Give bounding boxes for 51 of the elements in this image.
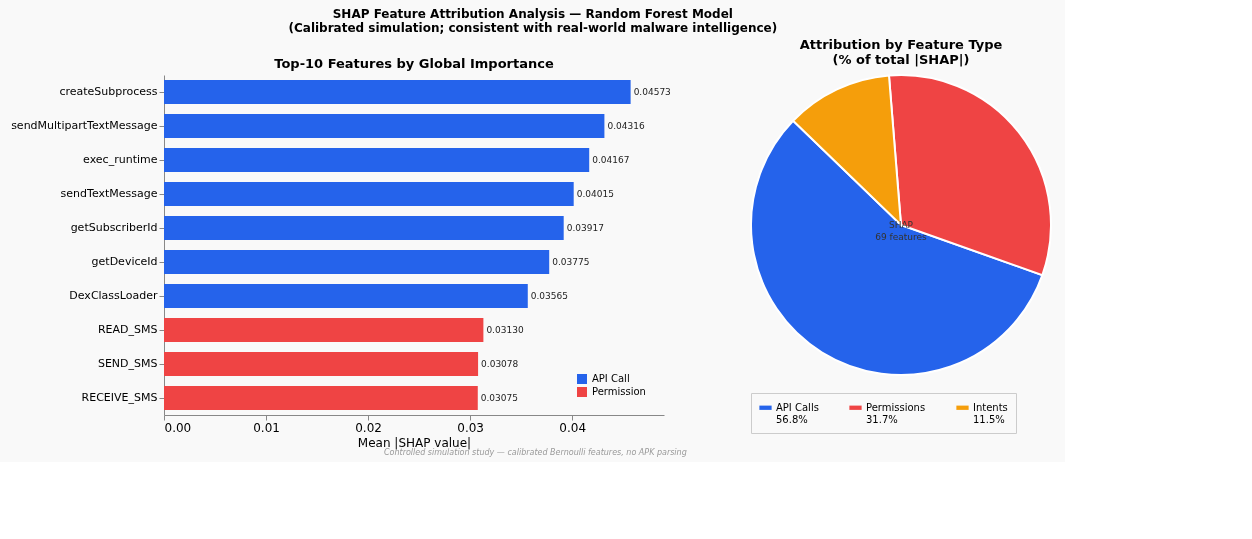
bar [164,216,564,240]
y-tick-label: getSubscriberId [70,221,158,234]
text: (Calibrated simulation; consistent with real-world malware intelligence) [288,21,778,35]
text: 0.03130 [486,325,524,335]
text: 0.04167 [592,155,630,165]
bar [164,352,479,376]
bar [164,386,478,410]
y-tick-label: DexClassLoader [69,289,158,302]
y-tick-label: SEND_SMS [97,357,158,370]
text: 69 features [875,232,928,242]
text: SHAP [888,220,914,230]
data-label: 56.8% [776,413,808,425]
text: 0.04316 [607,121,645,131]
y-tick-label: READ_SMS [97,323,158,336]
y-tick-label: RECEIVE_SMS [81,391,158,404]
y-tick-label: exec_runtime [83,153,158,166]
x-tick-label: 0.03 [457,420,484,435]
text: 0.03565 [530,291,568,301]
x-tick-label: 0.01 [253,420,280,435]
x-tick-label: 0.00 [164,420,192,435]
data-label: 11.5% [973,413,1005,425]
text: 0.03075 [480,393,518,403]
bar [164,284,528,308]
y-tick-label: sendTextMessage [60,187,158,200]
legend-label: API Call [592,373,630,384]
text: 0.03078 [481,359,519,369]
text: SHAP Feature Attribution Analysis — Random Forest Model [332,7,733,21]
chart-title: Top-10 Features by Global Importance [274,56,554,71]
bar [164,182,574,206]
bar [164,148,590,172]
bar [164,80,631,104]
text: 0.03775 [552,257,590,267]
legend-label: Permission [592,386,646,397]
text: 0.03917 [566,223,604,233]
text: 0.04573 [633,87,671,97]
bar [164,114,605,138]
x-tick-label: 0.02 [355,420,382,435]
bar [164,250,550,274]
chart-title: Attribution by Feature Type [799,37,1003,52]
legend-label: Permissions [866,401,926,413]
text: Controlled simulation study — calibrated Bernoulli features, no APK parsing [384,448,687,457]
y-tick-label: sendMultipartTextMessage [11,119,158,132]
chart-subtitle: (% of total |SHAP|) [832,52,970,67]
y-tick-label: getDeviceId [91,255,158,268]
legend-label: Intents [973,401,1008,413]
x-tick-label: 0.04 [559,420,587,435]
data-label: 31.7% [866,413,898,425]
legend-label: API Calls [776,401,819,413]
y-tick-label: createSubprocess [59,85,158,98]
text: 0.04015 [576,189,614,199]
bar [164,318,484,342]
